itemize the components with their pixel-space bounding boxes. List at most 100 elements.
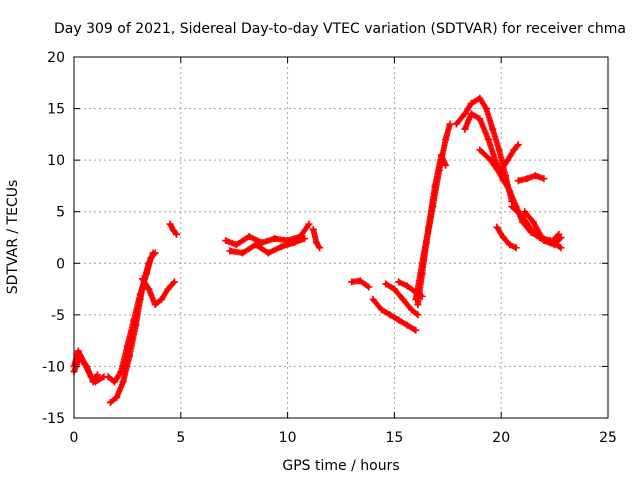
data-point	[504, 156, 512, 164]
data-point	[164, 285, 172, 293]
y-tick-label: 20	[47, 50, 65, 66]
x-tick-label: 10	[279, 430, 297, 446]
data-point	[407, 306, 415, 314]
data-point	[551, 241, 559, 249]
data-point	[557, 244, 565, 252]
grid	[74, 57, 608, 418]
data-point	[309, 225, 317, 233]
data-point	[106, 399, 114, 407]
y-tick-label: -15	[42, 411, 65, 427]
data-point	[514, 177, 522, 185]
data-point	[412, 295, 420, 303]
data-point	[487, 156, 495, 164]
y-tick-label: 0	[56, 256, 65, 272]
data-point	[493, 223, 501, 231]
y-tick-label: 5	[56, 205, 65, 221]
data-point	[508, 203, 516, 211]
data-point	[305, 220, 313, 228]
data-point	[111, 378, 119, 386]
x-tick-label: 20	[492, 430, 510, 446]
data-point	[117, 368, 125, 376]
data-point	[239, 249, 247, 257]
data-point	[232, 241, 240, 249]
data-point	[382, 280, 390, 288]
data-point	[169, 226, 177, 234]
data-point	[136, 290, 144, 298]
data-point	[531, 172, 539, 180]
series-track-t	[508, 203, 565, 249]
data-point	[93, 371, 101, 379]
data-point	[277, 243, 285, 251]
data-point	[170, 278, 178, 286]
data-point	[119, 378, 127, 386]
data-point	[497, 166, 505, 174]
data-point	[145, 285, 153, 293]
data-point	[476, 146, 484, 154]
data-point	[130, 316, 138, 324]
data-point	[414, 311, 422, 319]
data-point	[512, 244, 520, 252]
data-point	[395, 316, 403, 324]
series-track-e	[138, 275, 178, 309]
data-point	[301, 235, 309, 243]
data-point	[514, 141, 522, 149]
data-point	[431, 182, 439, 190]
y-tick-label: 10	[47, 153, 65, 169]
data-point	[529, 218, 537, 226]
data-point	[467, 99, 475, 107]
series-track-l	[382, 280, 422, 319]
data-point	[395, 278, 403, 286]
data-point	[467, 110, 475, 118]
series-track-s	[497, 141, 522, 174]
series-track-j	[348, 277, 373, 291]
y-tick-label: -10	[42, 359, 65, 375]
data-point	[452, 120, 460, 128]
data-point	[113, 393, 121, 401]
data-point	[495, 146, 503, 154]
data-point	[461, 125, 469, 133]
data-point	[378, 306, 386, 314]
series-track-o	[412, 151, 450, 303]
data-point	[386, 311, 394, 319]
data-point	[271, 235, 279, 243]
data-point	[166, 220, 174, 228]
data-point	[538, 234, 546, 241]
data-point	[290, 239, 298, 247]
data-point	[356, 277, 364, 285]
data-point	[81, 360, 89, 368]
data-point	[523, 175, 531, 183]
series-track-k	[369, 295, 420, 334]
data-point	[143, 270, 151, 278]
data-point	[87, 373, 95, 381]
data-point	[369, 295, 377, 303]
data-point	[151, 301, 159, 309]
data-point	[91, 378, 99, 386]
data-point	[461, 110, 469, 118]
series-track-h	[226, 235, 309, 257]
series-track-q	[461, 110, 507, 185]
data-point	[312, 239, 320, 247]
data-point	[414, 301, 422, 309]
data-point	[510, 146, 518, 154]
data-point	[284, 237, 292, 245]
data-point	[442, 136, 450, 144]
data-point	[252, 241, 260, 249]
series-track-d	[104, 249, 159, 386]
data-point	[437, 151, 445, 159]
data-point	[138, 275, 146, 283]
x-tick-label: 0	[70, 430, 79, 446]
series-track-w	[521, 208, 563, 247]
data-point	[403, 321, 411, 329]
data-point	[476, 115, 484, 123]
x-tick-label: 25	[599, 430, 617, 446]
data-point	[222, 237, 230, 245]
data-point	[245, 232, 253, 240]
data-point	[506, 241, 514, 249]
data-point	[521, 208, 529, 216]
data-point	[529, 228, 537, 236]
series-track-i	[309, 225, 324, 252]
data-point	[390, 285, 398, 293]
series-track-u	[514, 172, 548, 185]
